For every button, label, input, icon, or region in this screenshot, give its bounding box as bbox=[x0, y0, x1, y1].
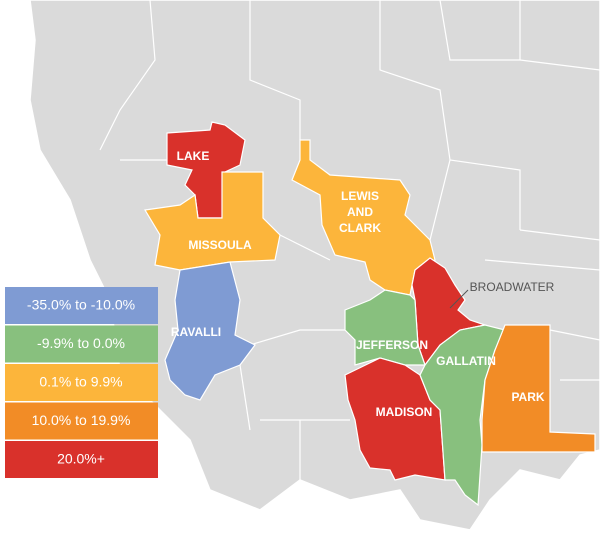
legend-label: 20.0%+ bbox=[57, 451, 105, 467]
region-label: JEFFERSON bbox=[356, 338, 428, 352]
region-label-line: RAVALLI bbox=[171, 325, 221, 339]
legend-swatch bbox=[5, 287, 158, 324]
leader-line bbox=[449, 289, 469, 309]
county-borders bbox=[99, 0, 600, 480]
region-madison bbox=[344, 357, 446, 481]
region-label-line: GALLATIN bbox=[436, 354, 496, 368]
legend-label: -9.9% to 0.0% bbox=[37, 335, 125, 351]
region-label: BROADWATER bbox=[470, 280, 555, 294]
region-label: PARK bbox=[511, 390, 544, 404]
region-label: RAVALLI bbox=[171, 325, 221, 339]
region-label-line: LAKE bbox=[177, 149, 210, 163]
legend-label: 10.0% to 19.9% bbox=[32, 412, 131, 428]
region-label-line: BROADWATER bbox=[470, 280, 555, 294]
region-label: MADISON bbox=[376, 405, 433, 419]
legend-label: -35.0% to -10.0% bbox=[27, 297, 135, 313]
legend-swatch bbox=[5, 441, 158, 478]
legend-swatch bbox=[5, 325, 158, 363]
region-label-line: PARK bbox=[511, 390, 544, 404]
region-missoula bbox=[144, 171, 281, 271]
region-park bbox=[481, 324, 596, 453]
region-label: MISSOULA bbox=[188, 238, 252, 252]
region-label-line: AND bbox=[347, 205, 373, 219]
region-label: LEWIS AND CLARK bbox=[339, 189, 381, 235]
region-label-line: MISSOULA bbox=[188, 238, 252, 252]
region-label-line: MADISON bbox=[376, 405, 433, 419]
legend-swatch bbox=[5, 364, 158, 401]
region-label: LAKE bbox=[177, 149, 210, 163]
region-label-line: LEWIS bbox=[341, 189, 379, 203]
region-label: GALLATIN bbox=[436, 354, 496, 368]
region-ravalli bbox=[164, 261, 256, 401]
legend-swatch bbox=[5, 402, 158, 440]
region-label-line: JEFFERSON bbox=[356, 338, 428, 352]
legend-label: 0.1% to 9.9% bbox=[39, 374, 122, 390]
region-label-line: CLARK bbox=[339, 221, 381, 235]
